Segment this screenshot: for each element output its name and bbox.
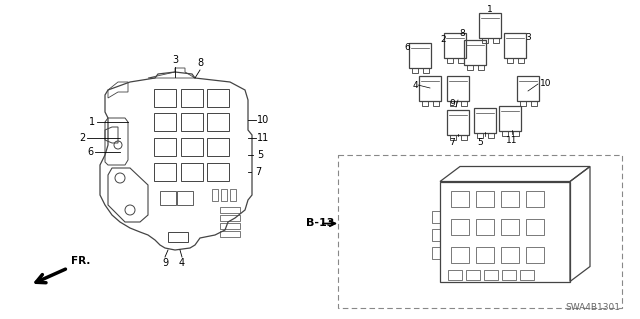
- Text: 11: 11: [257, 133, 269, 143]
- Text: 8: 8: [197, 58, 203, 68]
- Text: 2: 2: [440, 35, 446, 44]
- Text: SWA4B1301: SWA4B1301: [565, 303, 620, 312]
- Text: 3: 3: [172, 55, 178, 65]
- Text: 6: 6: [87, 147, 93, 157]
- Text: 9: 9: [449, 99, 455, 108]
- Text: 5: 5: [477, 138, 483, 147]
- Text: 1: 1: [89, 117, 95, 127]
- Text: 4: 4: [179, 258, 185, 268]
- Text: B-13: B-13: [306, 219, 334, 228]
- Text: 7: 7: [449, 138, 455, 147]
- Text: 7: 7: [255, 167, 261, 177]
- Text: 8: 8: [460, 29, 465, 38]
- Text: 5: 5: [257, 150, 263, 160]
- Text: 2: 2: [79, 133, 85, 143]
- Text: 4: 4: [412, 80, 418, 90]
- Text: 9: 9: [162, 258, 168, 268]
- Text: FR.: FR.: [71, 256, 90, 266]
- Text: 1: 1: [487, 5, 493, 14]
- Text: 11: 11: [506, 136, 518, 145]
- Text: 6: 6: [404, 43, 410, 53]
- Text: 3: 3: [525, 33, 531, 42]
- Text: 10: 10: [257, 115, 269, 125]
- Text: 10: 10: [540, 79, 552, 88]
- Bar: [338, 155, 622, 308]
